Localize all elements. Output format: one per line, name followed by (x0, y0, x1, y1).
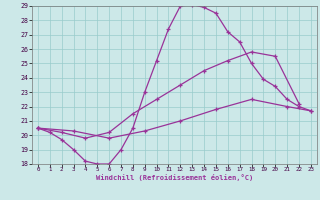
X-axis label: Windchill (Refroidissement éolien,°C): Windchill (Refroidissement éolien,°C) (96, 174, 253, 181)
